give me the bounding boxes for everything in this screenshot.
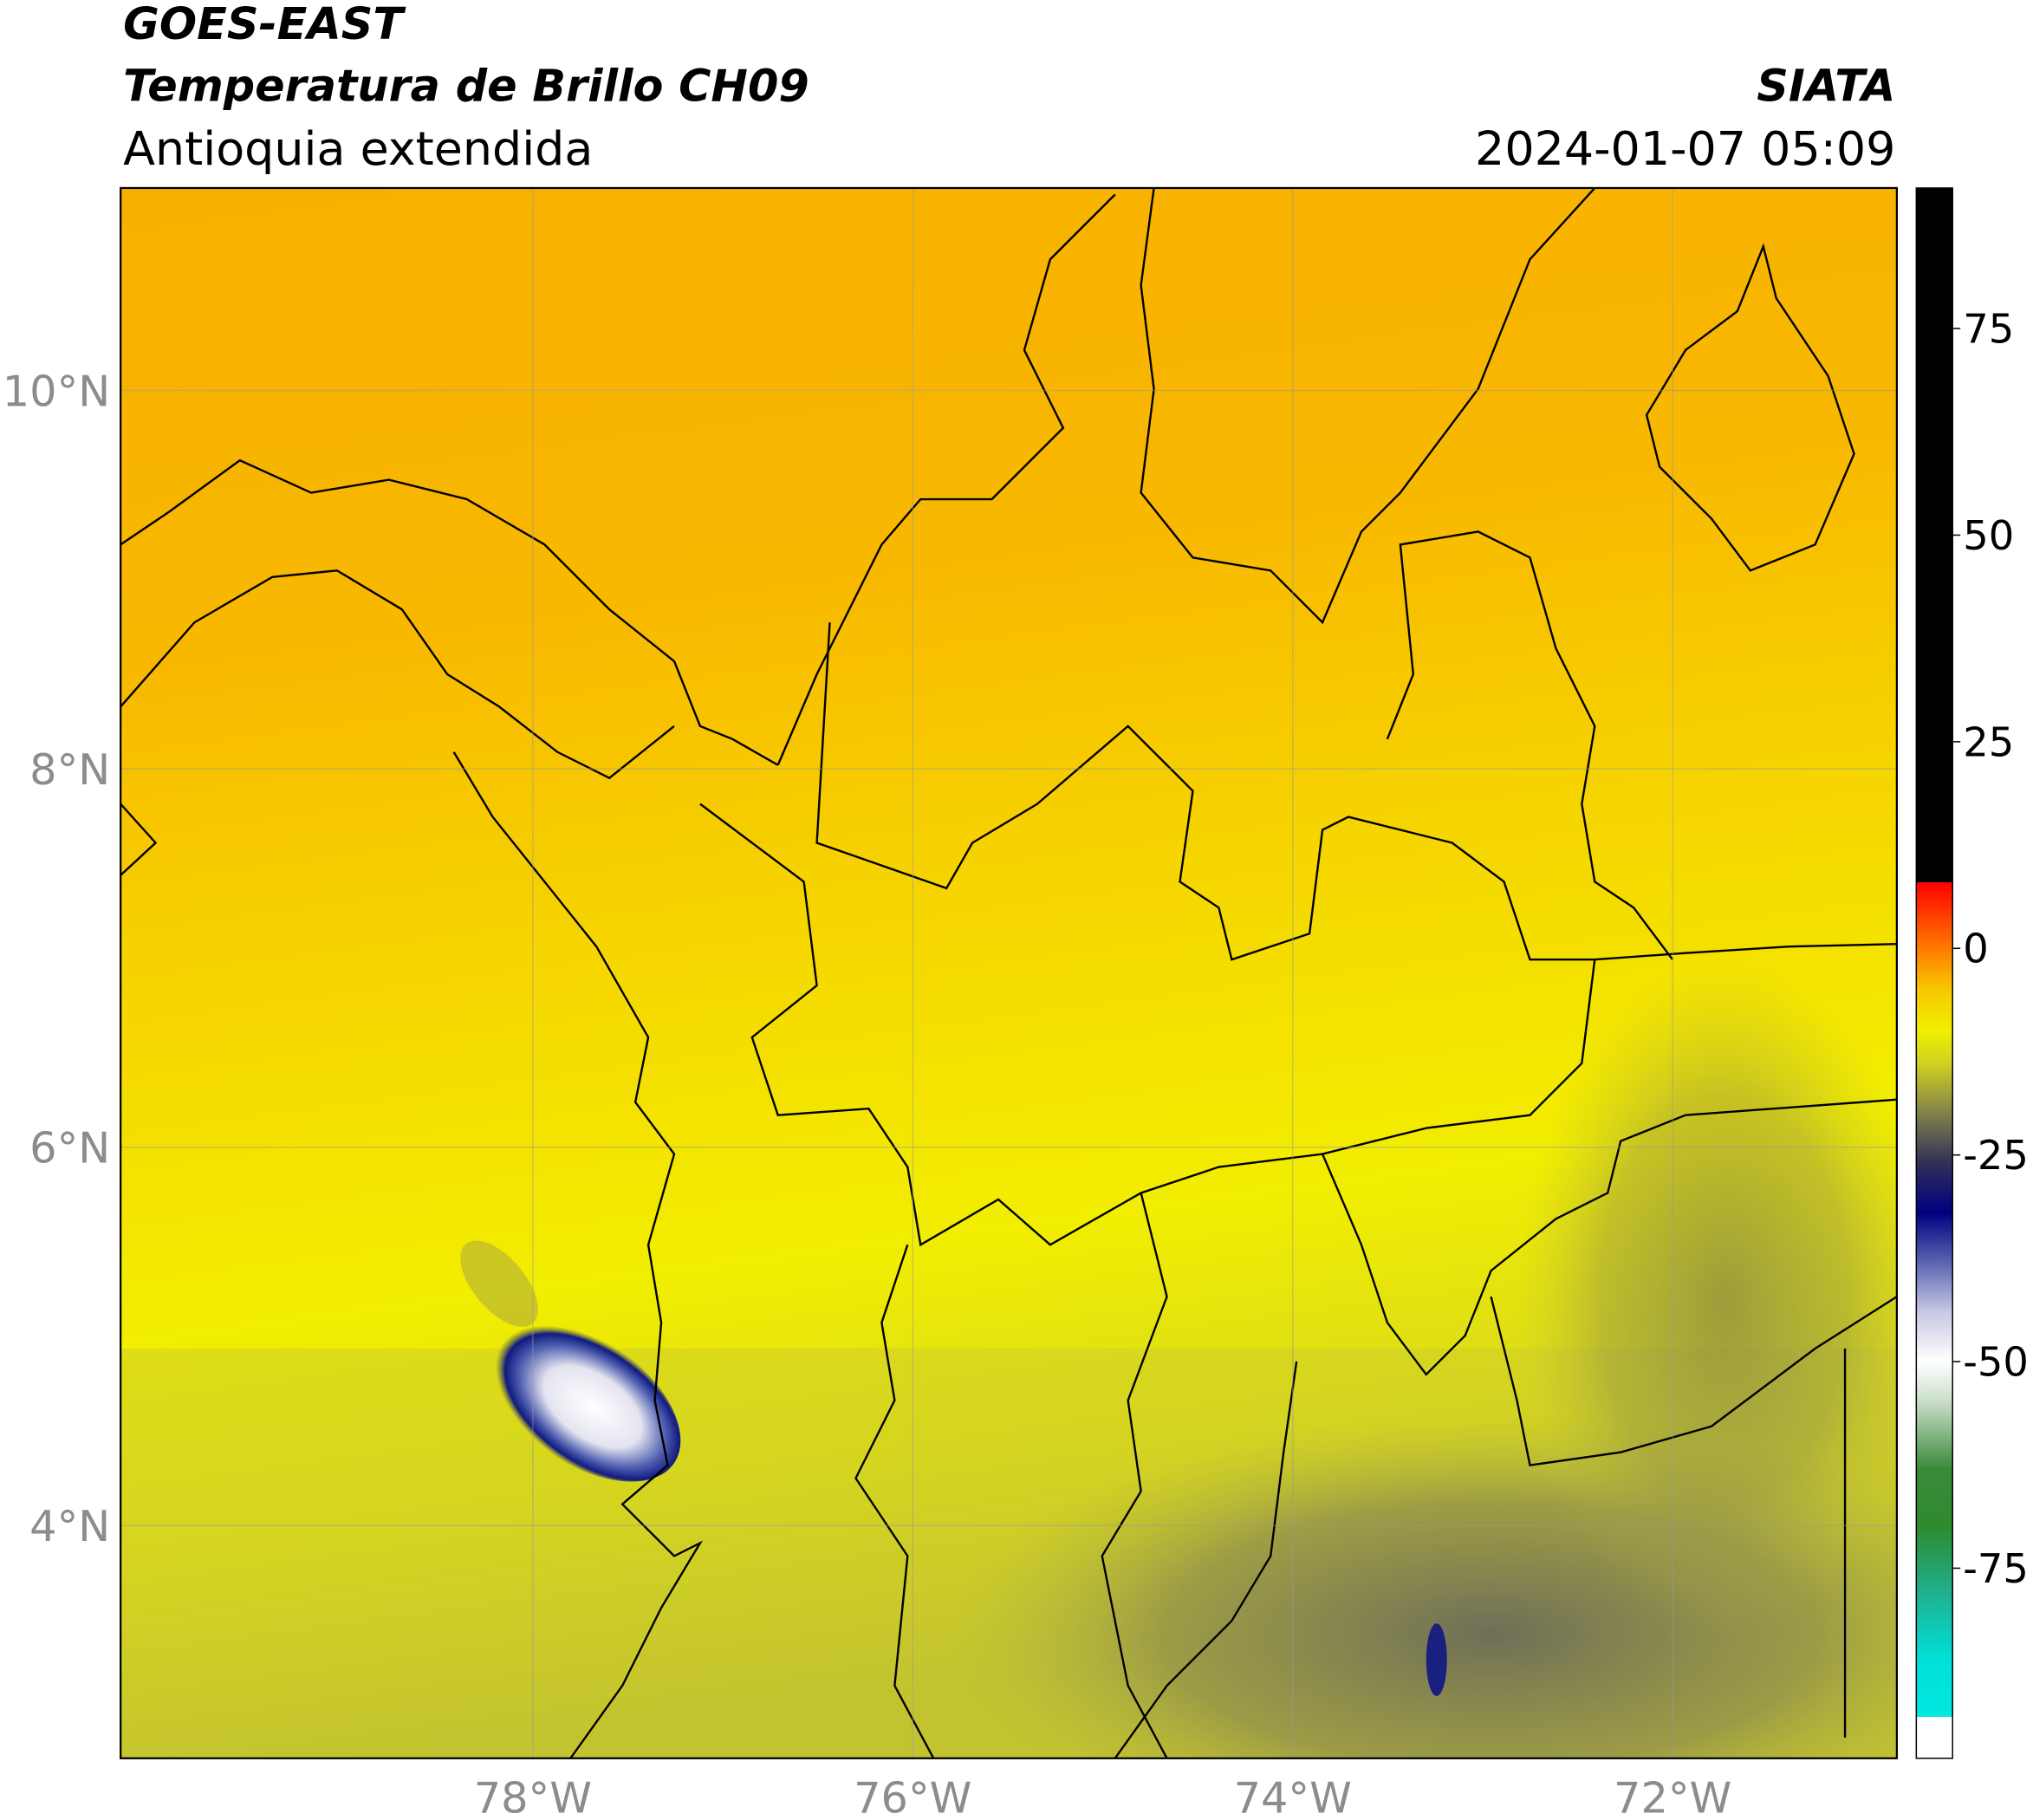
title: GOES-EAST bbox=[123, 0, 406, 49]
cloud-anvil bbox=[460, 1240, 538, 1327]
field-dark-area bbox=[1517, 959, 1897, 1635]
department-border bbox=[854, 1244, 935, 1758]
coastline bbox=[1140, 187, 1596, 625]
lat-label: 8°N bbox=[29, 744, 110, 795]
lat-label: 6°N bbox=[29, 1123, 110, 1173]
lat-label: 10°N bbox=[3, 366, 110, 416]
subtitle: Temperatura de Brillo CH09 bbox=[123, 61, 809, 112]
colorbar-label: -25 bbox=[1963, 1132, 2029, 1179]
department-border bbox=[699, 803, 1596, 1247]
colorbar bbox=[1915, 187, 1953, 1759]
coastline bbox=[776, 193, 1116, 766]
coastline bbox=[120, 458, 779, 766]
coastline bbox=[1645, 243, 1855, 572]
source: SIATA bbox=[1757, 61, 1895, 112]
colorbar-label: -50 bbox=[1963, 1339, 2029, 1386]
lon-label: 76°W bbox=[854, 1773, 971, 1820]
colorbar-label: 25 bbox=[1963, 718, 2014, 765]
colorbar-label: 75 bbox=[1963, 306, 2014, 353]
cloud-top bbox=[486, 1319, 681, 1482]
boundaries bbox=[120, 187, 1897, 1758]
lon-label: 72°W bbox=[1614, 1773, 1731, 1820]
lat-label: 4°N bbox=[29, 1501, 110, 1551]
lon-label: 74°W bbox=[1234, 1773, 1352, 1820]
timestamp: 2024-01-07 05:09 bbox=[1475, 121, 1895, 176]
colorbar-label: 0 bbox=[1963, 926, 1989, 972]
department-border bbox=[1321, 1098, 1897, 1376]
region: Antioquia extendida bbox=[123, 121, 593, 176]
cloud-spot bbox=[1426, 1623, 1447, 1696]
lon-label: 78°W bbox=[474, 1773, 592, 1820]
map-frame bbox=[120, 186, 1899, 1759]
map-field bbox=[120, 187, 1897, 1758]
coastline bbox=[120, 569, 675, 780]
grid bbox=[120, 187, 1897, 1758]
colorbar-label: -75 bbox=[1963, 1545, 2029, 1592]
department-border bbox=[1490, 1296, 1897, 1466]
colorbar-label: 50 bbox=[1963, 512, 2014, 559]
coastline bbox=[120, 803, 158, 876]
department-border bbox=[815, 622, 1897, 961]
coastline bbox=[452, 751, 704, 1758]
department-border bbox=[1101, 1193, 1168, 1758]
department-border bbox=[1114, 1361, 1298, 1758]
department-border bbox=[1386, 530, 1674, 960]
